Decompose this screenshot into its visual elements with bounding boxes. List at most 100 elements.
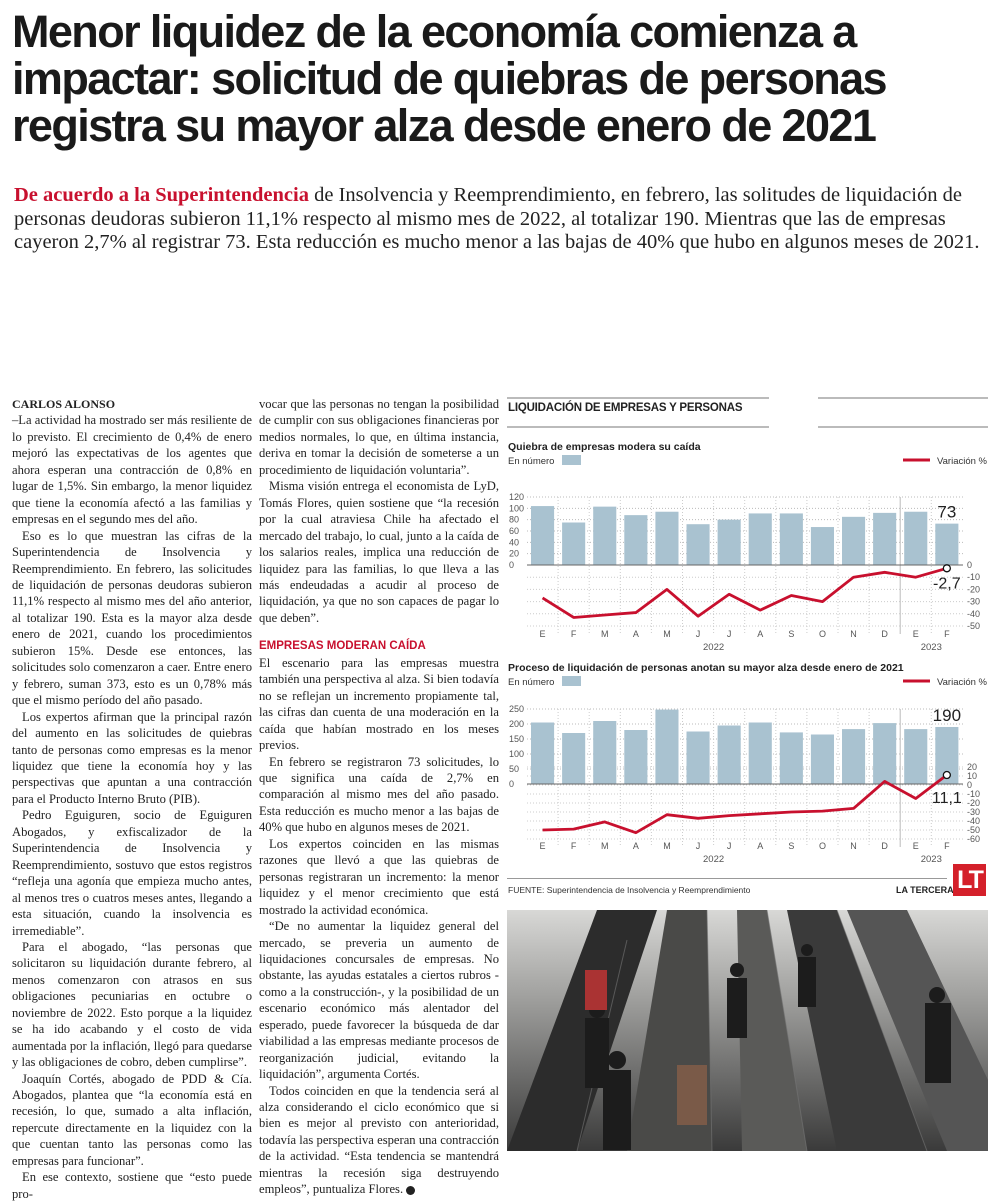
y-tick-label: 100 xyxy=(509,503,524,513)
article-column-1: CARLOS ALONSO –La actividad ha mostrado … xyxy=(12,396,252,1202)
bar xyxy=(935,727,959,784)
bar xyxy=(904,729,928,784)
bar xyxy=(531,722,555,784)
year-label: 2022 xyxy=(703,854,724,864)
chart-empresas: Quiebra de empresas modera su caída En nú… xyxy=(508,441,988,653)
x-tick-label: F xyxy=(944,841,950,851)
paragraph: Misma visión entrega el economista de Ly… xyxy=(259,479,499,625)
y-tick-label: 80 xyxy=(509,515,519,525)
bar xyxy=(779,732,803,784)
y-tick-label: 150 xyxy=(509,734,524,744)
divider xyxy=(818,397,988,399)
x-tick-label: J xyxy=(727,841,732,851)
headline: Menor liquidez de la economía comienza a… xyxy=(12,6,888,151)
chart-title: Quiebra de empresas modera su caída xyxy=(508,441,701,453)
paragraph: Pedro Eguiguren, socio de Eguiguren Abog… xyxy=(12,808,252,938)
line-legend-label: Variación % xyxy=(937,677,988,688)
bar xyxy=(655,511,679,565)
lede-text: de Insolvencia y Reemprendimiento, en fe… xyxy=(14,184,980,253)
paragraph: Todos coinciden en que la tendencia será… xyxy=(259,1083,499,1198)
paragraph: Los expertos afirman que la principal ra… xyxy=(12,709,252,806)
bar-legend-swatch xyxy=(562,676,581,686)
divider xyxy=(818,426,988,428)
y-tick-label: 50 xyxy=(509,764,519,774)
paragraph: Eso es lo que muestran las cifras de la … xyxy=(12,528,252,708)
x-tick-label: J xyxy=(696,841,701,851)
y-tick-label: 40 xyxy=(509,537,519,547)
y2-tick-label: -30 xyxy=(967,807,980,817)
bar xyxy=(779,513,803,565)
x-tick-label: A xyxy=(757,841,763,851)
bar xyxy=(531,506,555,565)
bar xyxy=(655,709,679,784)
x-tick-label: D xyxy=(881,841,888,851)
bar xyxy=(904,511,928,565)
y2-tick-label: -50 xyxy=(967,825,980,835)
paragraph: En febrero se registraron 73 solicitudes… xyxy=(259,754,499,835)
x-tick-label: F xyxy=(944,629,950,639)
bar xyxy=(686,524,710,565)
bar xyxy=(562,522,586,565)
source-note: FUENTE: Superintendencia de Insolvencia … xyxy=(508,885,751,895)
y-tick-label: 0 xyxy=(509,560,514,570)
article-column-2: vocar que las personas no tengan la posi… xyxy=(259,396,499,1198)
lede-highlight: De acuerdo a la Superintendencia xyxy=(14,184,309,206)
divider xyxy=(507,878,947,879)
x-tick-label: J xyxy=(696,629,701,639)
escalator-photo xyxy=(507,910,988,1151)
end-mark-icon xyxy=(406,1185,416,1195)
y-tick-label: 0 xyxy=(509,779,514,789)
paragraph: El escenario para las empresas muestra t… xyxy=(259,655,499,753)
bar xyxy=(842,729,866,784)
line-value-label: 11,1 xyxy=(932,790,962,807)
y2-tick-label: -20 xyxy=(967,584,980,594)
bar xyxy=(935,523,959,565)
last-point-marker xyxy=(942,564,952,573)
x-tick-label: E xyxy=(913,841,919,851)
bar xyxy=(748,513,772,565)
paragraph: Para el abogado, “las personas que solic… xyxy=(12,939,252,1070)
bar xyxy=(717,519,741,565)
infographic-title: LIQUIDACIÓN DE EMPRESAS Y PERSONAS xyxy=(508,402,743,414)
x-tick-label: O xyxy=(819,629,826,639)
y2-tick-label: 10 xyxy=(967,771,977,781)
x-tick-label: E xyxy=(913,629,919,639)
y2-tick-label: -20 xyxy=(967,798,980,808)
bar xyxy=(624,515,648,565)
y2-tick-label: -60 xyxy=(967,834,980,844)
variation-line xyxy=(541,566,948,619)
x-tick-label: M xyxy=(663,629,671,639)
y2-tick-label: 0 xyxy=(967,780,972,790)
x-tick-label: M xyxy=(663,841,671,851)
bar-value-label: 73 xyxy=(937,503,956,522)
y-tick-label: 250 xyxy=(509,704,524,714)
bar xyxy=(873,512,897,565)
y-tick-label: 20 xyxy=(509,549,519,559)
y2-tick-label: -40 xyxy=(967,816,980,826)
bar xyxy=(873,723,897,784)
bar xyxy=(686,731,710,784)
paragraph: “De no aumentar la liquidez general del … xyxy=(259,919,499,1082)
y2-tick-label: -10 xyxy=(967,572,980,582)
x-tick-label: E xyxy=(540,841,546,851)
la-tercera-logo: LT xyxy=(953,864,986,896)
line-legend-label: Variación % xyxy=(937,456,988,467)
x-tick-label: N xyxy=(850,841,857,851)
bar-legend-label: En número xyxy=(508,456,554,467)
bar-value-label: 190 xyxy=(933,706,961,725)
y2-tick-label: 0 xyxy=(967,560,972,570)
paragraph-text: Todos coinciden en que la tendencia será… xyxy=(259,1083,499,1197)
y-tick-label: 60 xyxy=(509,526,519,536)
y-tick-label: 120 xyxy=(509,492,524,502)
x-tick-label: A xyxy=(633,629,639,639)
divider xyxy=(507,397,769,399)
divider xyxy=(507,426,769,428)
brand-name: LA TERCERA xyxy=(896,885,954,895)
x-tick-label: O xyxy=(819,841,826,851)
x-tick-label: N xyxy=(850,629,857,639)
bar-legend-label: En número xyxy=(508,677,554,688)
paragraph: En ese contexto, sostiene que “esto pued… xyxy=(12,1170,252,1201)
year-label: 2022 xyxy=(703,642,724,653)
bar xyxy=(810,527,834,565)
bar xyxy=(593,721,617,784)
